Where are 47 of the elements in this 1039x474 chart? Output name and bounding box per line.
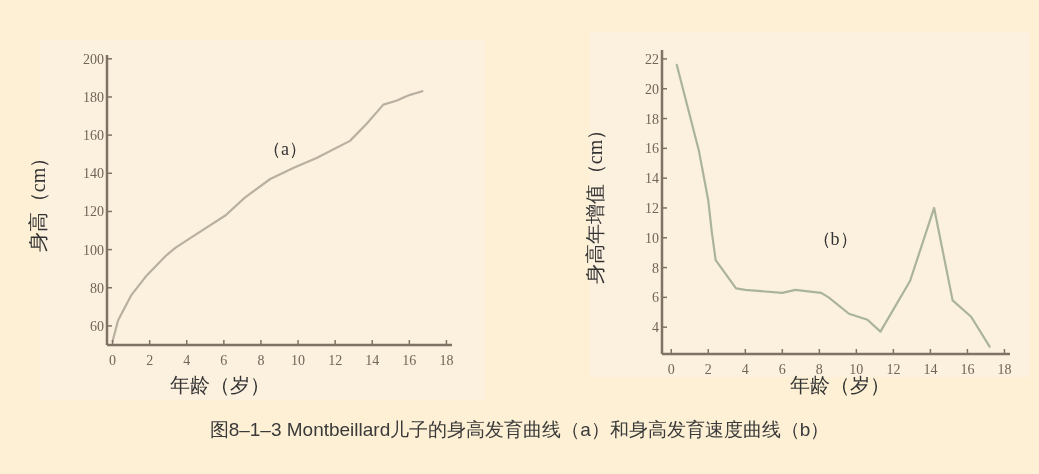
x-tick-label: 8	[815, 362, 823, 377]
annotation: （b）	[812, 229, 858, 249]
x-tick-label: 10	[291, 353, 306, 368]
y-tick-label: 200	[83, 51, 104, 67]
line-series	[111, 90, 424, 343]
x-axis-title: 年龄（岁）	[790, 374, 890, 396]
x-tick-label: 16	[960, 362, 975, 377]
y-tick-label: 60	[90, 318, 104, 334]
y-axis-title: 身高年增值（cm）	[584, 119, 606, 285]
x-tick-label: 18	[997, 362, 1012, 377]
x-tick-label: 0	[667, 362, 675, 377]
x-tick-label: 0	[109, 353, 117, 368]
y-tick-label: 12	[645, 200, 659, 216]
x-tick-label: 12	[886, 362, 901, 377]
x-tick-label: 6	[220, 353, 228, 368]
y-tick-label: 10	[645, 230, 659, 246]
y-tick-label: 100	[83, 242, 104, 258]
x-tick-label: 18	[439, 353, 454, 368]
y-tick-label: 80	[90, 280, 104, 296]
line-series	[675, 63, 991, 348]
x-tick-label: 6	[778, 362, 786, 377]
y-tick-label: 160	[83, 128, 104, 144]
y-tick-label: 20	[645, 81, 659, 97]
x-axis-title: 年龄（岁）	[170, 374, 270, 396]
y-tick-label: 180	[83, 89, 104, 105]
y-tick-label: 22	[645, 51, 659, 67]
x-tick-label: 12	[328, 353, 343, 368]
y-tick-label: 14	[645, 171, 659, 187]
y-tick-label: 4	[652, 320, 659, 336]
y-tick-label: 8	[652, 260, 659, 276]
x-tick-label: 4	[741, 362, 749, 377]
x-tick-label: 2	[704, 362, 712, 377]
caption: 图8–1–3 Montbeillard儿子的身高发育曲线（a）和身高发育速度曲线（b）	[209, 419, 830, 440]
y-tick-label: 16	[645, 141, 659, 157]
y-tick-label: 6	[652, 290, 659, 306]
annotation: （a）	[263, 139, 307, 159]
y-tick-label: 120	[83, 204, 104, 220]
x-tick-label: 8	[257, 353, 265, 368]
x-tick-label: 4	[183, 353, 191, 368]
y-tick-label: 140	[83, 166, 104, 182]
x-tick-label: 16	[402, 353, 417, 368]
y-axis-title: 身高（cm）	[27, 147, 49, 253]
y-tick-label: 18	[645, 111, 659, 127]
x-tick-label: 10	[849, 362, 864, 377]
x-tick-label: 14	[923, 362, 938, 377]
x-tick-label: 2	[146, 353, 154, 368]
x-tick-label: 14	[365, 353, 380, 368]
